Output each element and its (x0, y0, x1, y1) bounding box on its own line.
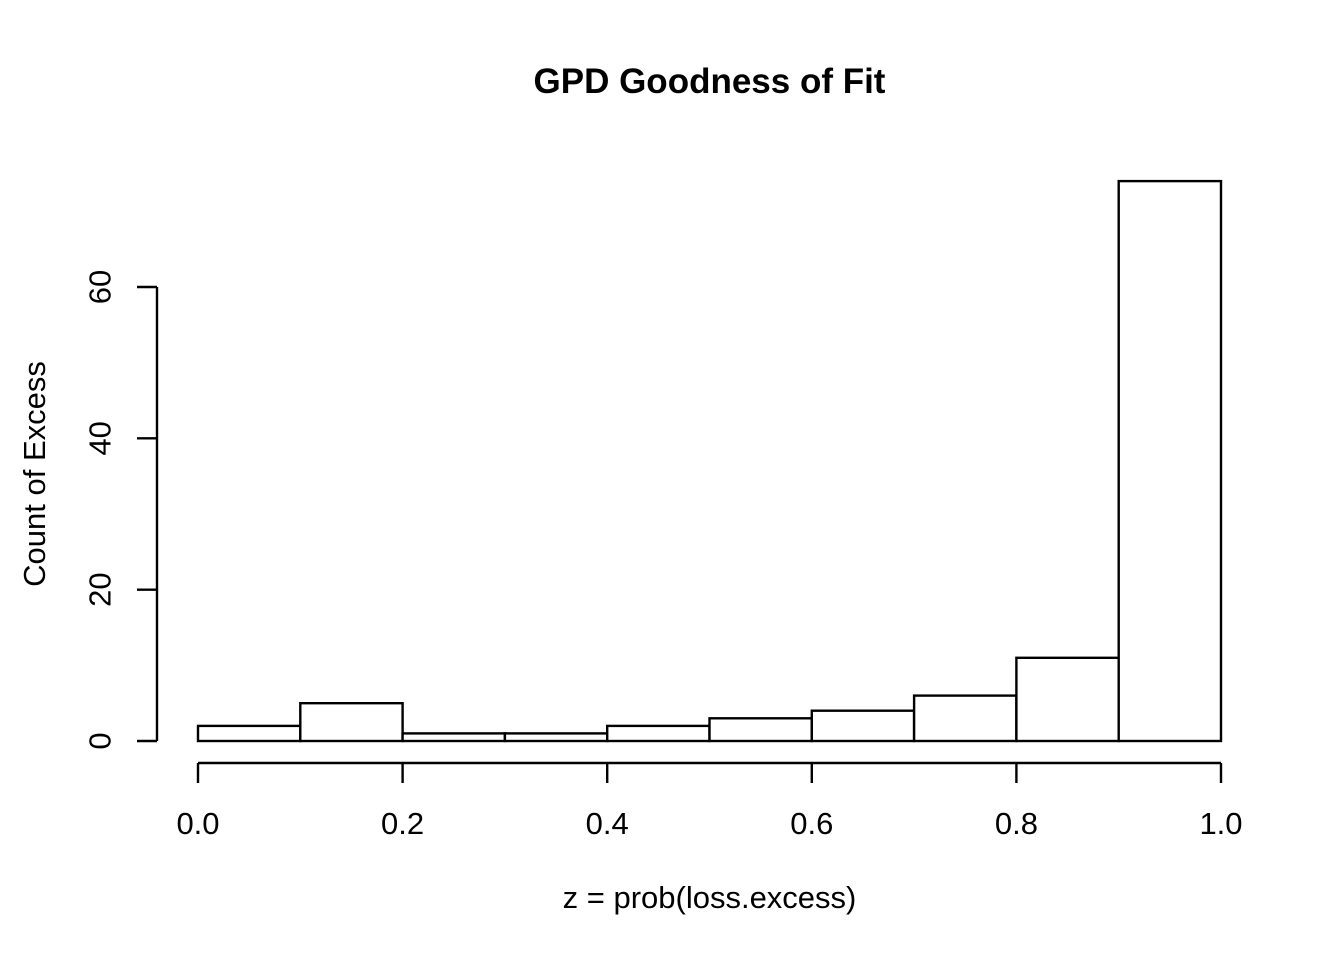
histogram-bar (606, 724, 711, 743)
histogram-bar (196, 724, 302, 743)
histogram-bar (810, 709, 916, 743)
x-tick-label: 0.8 (995, 806, 1038, 841)
histogram-bar (708, 717, 814, 743)
histogram-bar (503, 732, 609, 743)
y-tick-label: 60 (83, 270, 118, 304)
y-axis-title: Count of Excess (17, 361, 52, 587)
y-tick-label: 20 (83, 572, 118, 606)
x-tick-label: 0.2 (381, 806, 424, 841)
y-tick-label: 40 (83, 421, 118, 455)
x-tick-label: 0.4 (586, 806, 629, 841)
histogram-bar (1015, 656, 1120, 743)
histogram-bar (1117, 179, 1223, 743)
histogram-bar (299, 702, 404, 743)
chart-title: GPD Goodness of Fit (533, 62, 886, 101)
y-tick-label: 0 (83, 732, 118, 749)
x-tick-label: 0.0 (176, 806, 219, 841)
x-tick-label: 1.0 (1199, 806, 1242, 841)
x-axis-title: z = prob(loss.excess) (562, 880, 857, 915)
x-tick-label: 0.6 (790, 806, 833, 841)
histogram-bar (401, 732, 507, 743)
histogram-bar (912, 694, 1018, 743)
